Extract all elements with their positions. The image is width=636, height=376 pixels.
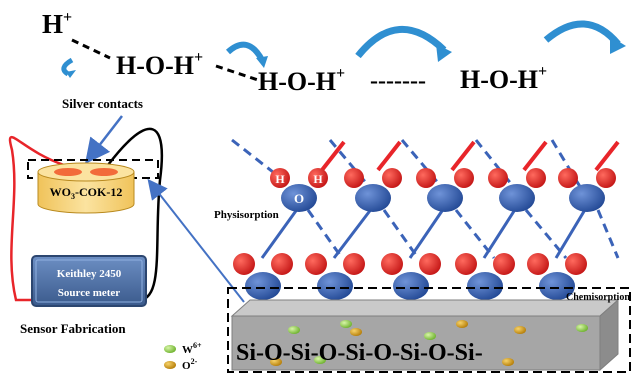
oxygen-atom bbox=[539, 272, 575, 300]
oxygen-atom bbox=[427, 184, 463, 212]
pellet-label: WO3-COK-12 bbox=[50, 185, 123, 201]
hydrogen-atom bbox=[381, 253, 403, 275]
o-ion bbox=[502, 358, 514, 366]
proton-label: H+ bbox=[42, 9, 72, 39]
hydrogen-atom bbox=[416, 168, 436, 188]
silver-contact-right bbox=[90, 168, 118, 176]
hydronium-2: H-O-H+ bbox=[258, 65, 345, 96]
oxygen-atom bbox=[355, 184, 391, 212]
hop-arrow-icon bbox=[355, 25, 447, 59]
physisorption-label: Physisorption bbox=[214, 209, 279, 221]
w-ion bbox=[288, 326, 300, 334]
upper-water-row: H H O bbox=[270, 168, 616, 212]
o-ion bbox=[270, 358, 282, 366]
hydrogen-atom bbox=[271, 253, 293, 275]
hop-arrow-icon bbox=[61, 57, 74, 77]
hop-arrow-icon bbox=[543, 20, 621, 47]
o-ion bbox=[350, 328, 362, 336]
o-ion bbox=[514, 326, 526, 334]
svg-text:H: H bbox=[313, 172, 323, 186]
w-ion bbox=[576, 324, 588, 332]
hydrogen-atom bbox=[488, 168, 508, 188]
oxygen-atom bbox=[393, 272, 429, 300]
chain-dashes: ------- bbox=[370, 68, 426, 94]
silver-contact-left bbox=[54, 168, 82, 176]
oxygen-atom bbox=[467, 272, 503, 300]
hydrogen-atom bbox=[596, 168, 616, 188]
hop-arrow-icon bbox=[225, 41, 265, 62]
sensor-fabrication-caption: Sensor Fabrication bbox=[20, 321, 126, 336]
hydrogen-atom bbox=[565, 253, 587, 275]
oxygen-atom bbox=[281, 184, 317, 212]
hydrogen-atom bbox=[233, 253, 255, 275]
hydrogen-atom bbox=[454, 168, 474, 188]
meter-type: Source meter bbox=[58, 287, 121, 299]
oxygen-atom bbox=[499, 184, 535, 212]
svg-text:H: H bbox=[275, 172, 285, 186]
o-ion-label: O2- bbox=[182, 357, 198, 372]
hydrogen-atom bbox=[455, 253, 477, 275]
zoom-pointer bbox=[147, 178, 245, 303]
hydrogen-bond-dash bbox=[71, 38, 111, 60]
surface-ions bbox=[270, 320, 588, 366]
svg-text:O: O bbox=[294, 191, 304, 206]
hydronium-1: H-O-H+ bbox=[116, 49, 203, 80]
hydrogen-atom bbox=[382, 168, 402, 188]
hydrogen-atom bbox=[527, 253, 549, 275]
hydrogen-atom bbox=[343, 253, 365, 275]
red-wire bbox=[8, 136, 65, 302]
hydrogen-atom bbox=[526, 168, 546, 188]
silica-substrate: Si-O-Si-O-Si-O-Si-O-Si- Chemisorption bbox=[227, 287, 631, 373]
contacts-pointer bbox=[84, 115, 123, 164]
w-ion bbox=[424, 332, 436, 340]
hydrogen-atom bbox=[270, 168, 290, 188]
substrate-highlight-box bbox=[227, 287, 631, 373]
hydrogen-atom bbox=[558, 168, 578, 188]
hydronium-3: H-O-H+ bbox=[460, 63, 547, 94]
silver-contacts-label: Silver contacts bbox=[62, 96, 143, 111]
w-ion-icon bbox=[164, 345, 176, 353]
o-ion bbox=[456, 320, 468, 328]
hydrogen-atom bbox=[308, 168, 328, 188]
o-ion-icon bbox=[164, 361, 176, 369]
hydrogen-atom bbox=[344, 168, 364, 188]
adsorbed-water-layers: H H O Physisorption bbox=[214, 138, 620, 300]
hydrogen-atom bbox=[419, 253, 441, 275]
meter-model: Keithley 2450 bbox=[57, 268, 122, 280]
hydrogen-bond-dash bbox=[215, 64, 259, 82]
chemisorption-label: Chemisorption bbox=[566, 292, 630, 303]
siloxane-backbone: Si-O-Si-O-Si-O-Si-O-Si- bbox=[236, 340, 483, 366]
grotthuss-chain: H+ H-O-H+ H-O-H+ ------- H-O-H+ bbox=[42, 9, 626, 96]
lower-water-row bbox=[233, 253, 587, 300]
keithley-source-meter: Keithley 2450 Source meter bbox=[31, 255, 147, 307]
w-ion-label: W6+ bbox=[182, 341, 202, 356]
ion-legend: W6+ O2- bbox=[164, 341, 202, 372]
hydrogen-atom bbox=[305, 253, 327, 275]
oxygen-atom bbox=[569, 184, 605, 212]
w-ion bbox=[314, 356, 326, 364]
hydrogen-atom bbox=[493, 253, 515, 275]
sensor-fabrication: Silver contacts WO3-COK-12 Keithley 2450… bbox=[8, 96, 245, 336]
oxygen-atom bbox=[317, 272, 353, 300]
w-ion bbox=[340, 320, 352, 328]
sensor-pellet: WO3-COK-12 bbox=[37, 162, 135, 214]
oxygen-atom bbox=[245, 272, 281, 300]
